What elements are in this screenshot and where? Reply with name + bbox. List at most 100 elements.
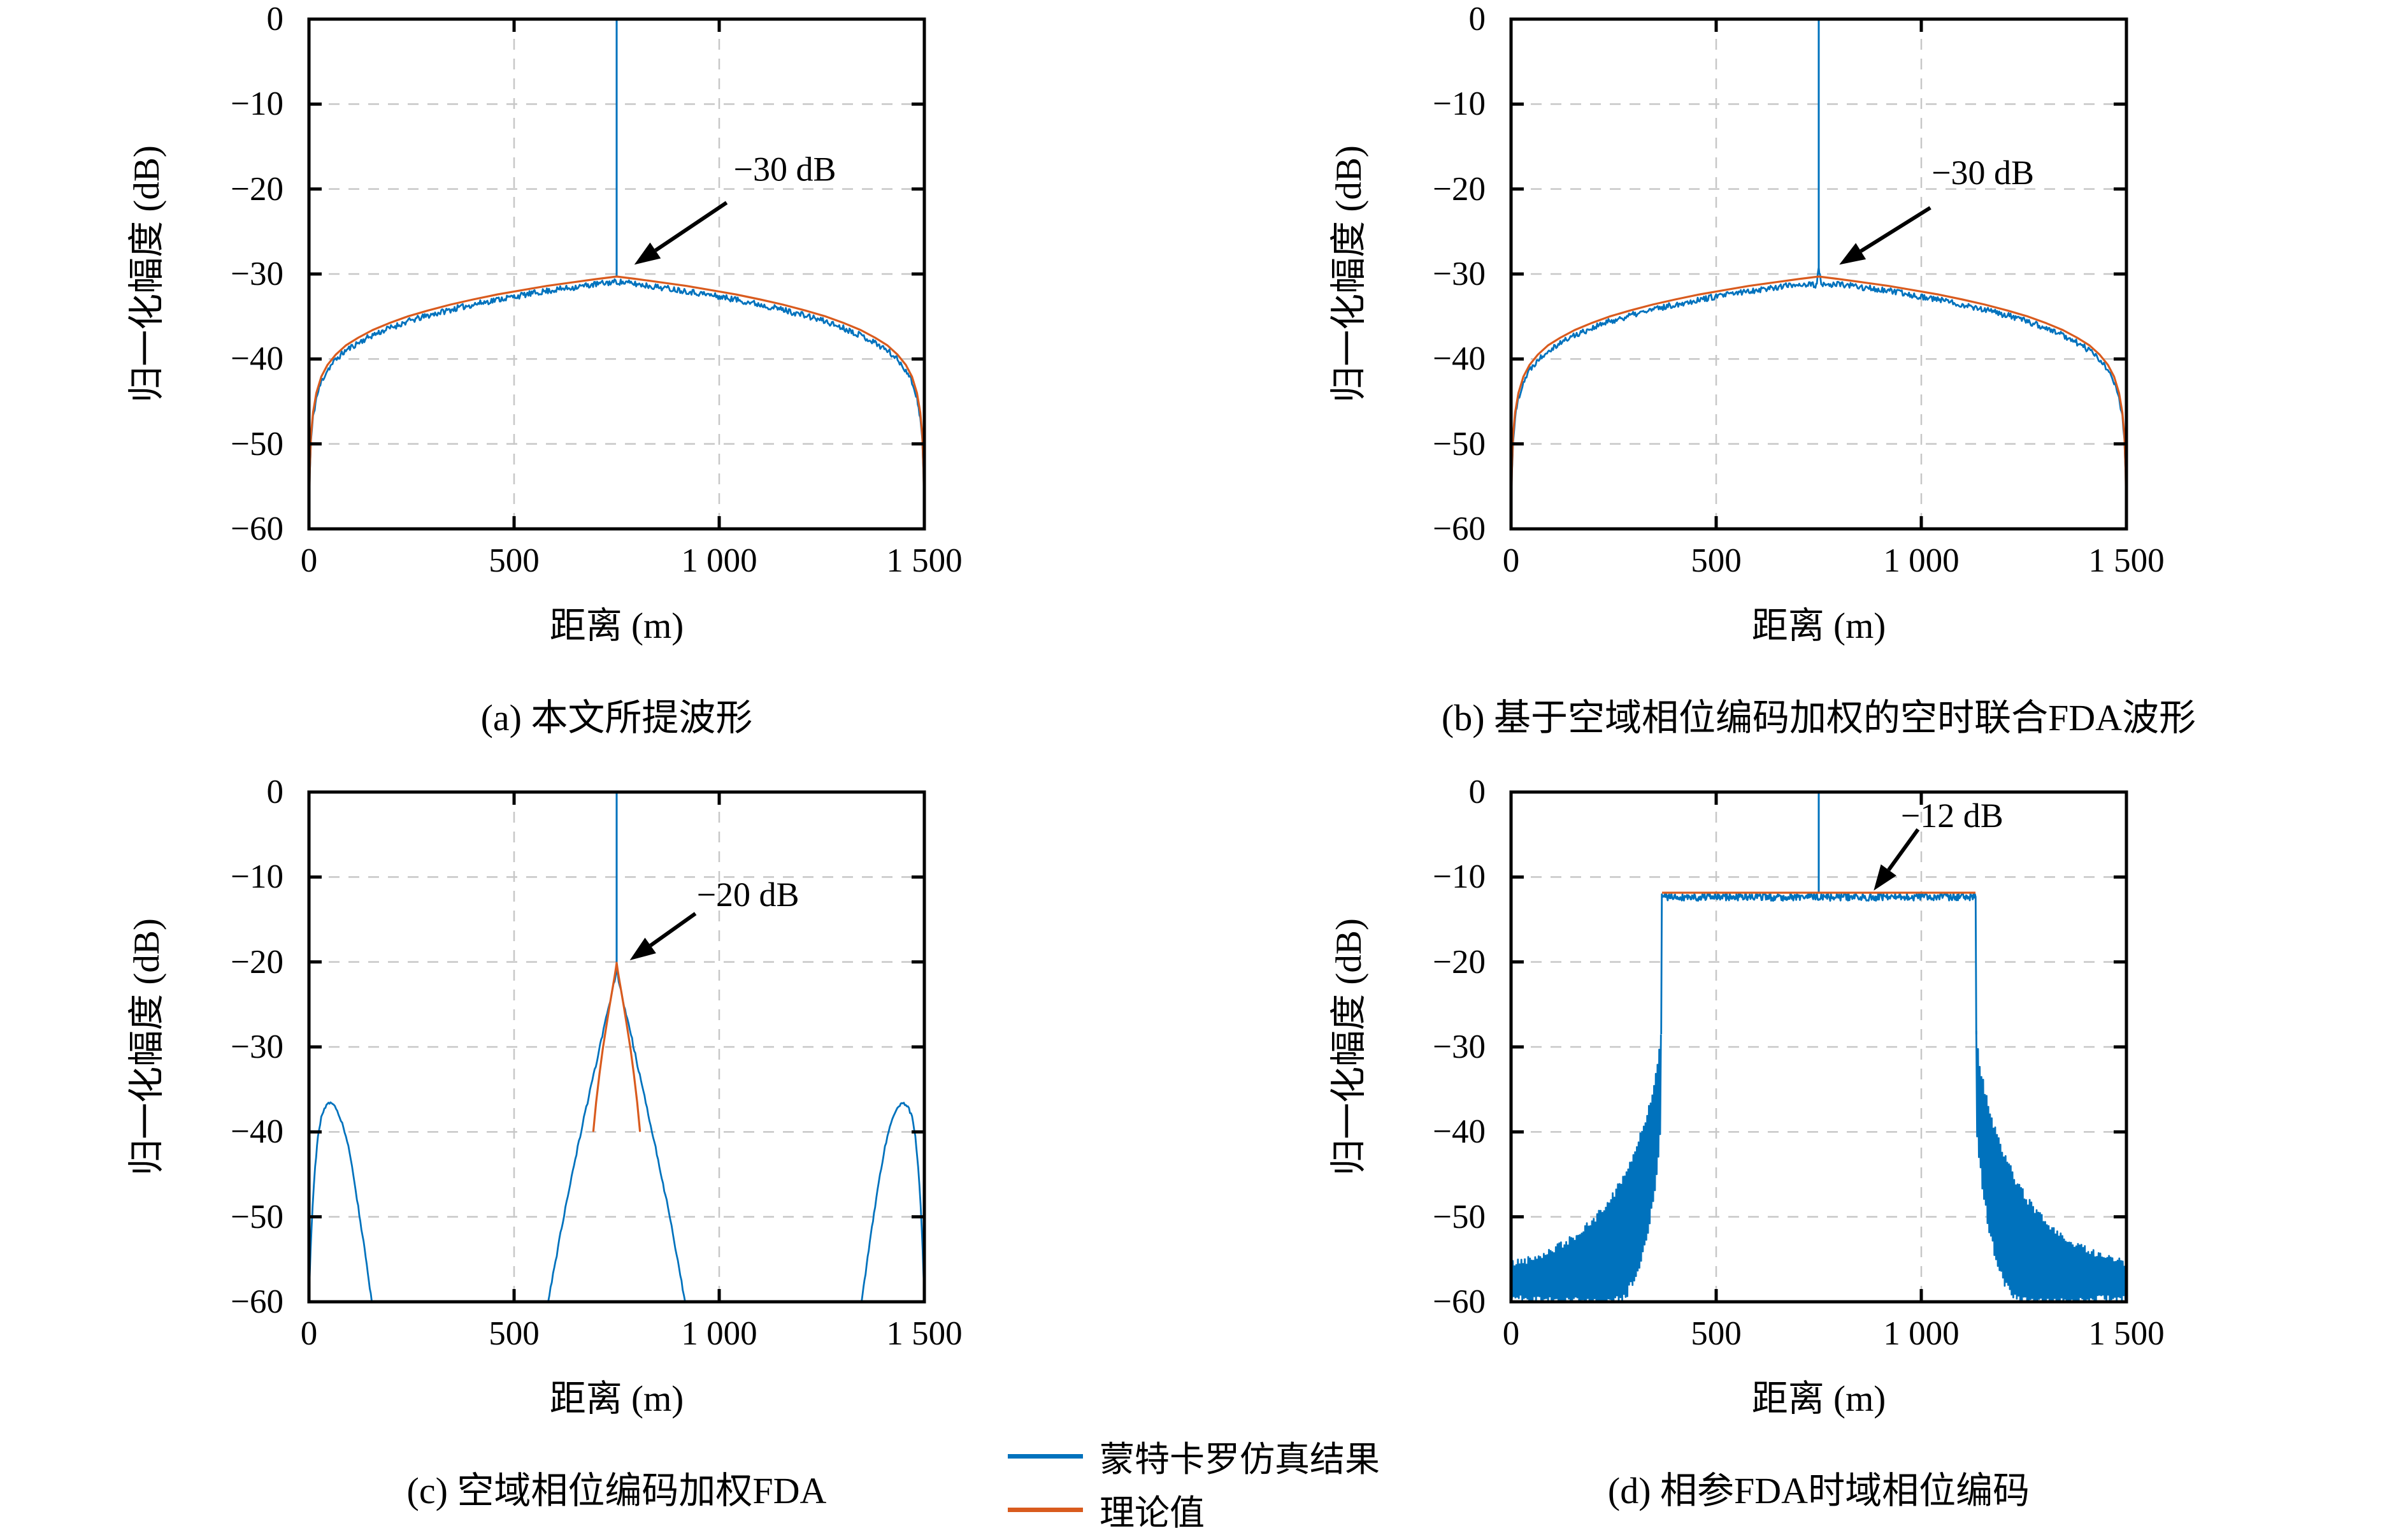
- panel-b: 归一化幅度 (dB) −30 dB 0 −10 −20 −30 −40 −50 −60 0 50…: [1279, 0, 2234, 755]
- y-tick-label: −40: [1433, 1113, 1486, 1151]
- series-simulation: [309, 278, 924, 529]
- y-tick-label: −50: [231, 425, 283, 463]
- y-tick-label: −60: [1433, 510, 1486, 547]
- series-simulation: [1975, 1030, 2126, 1302]
- annotation-arrow: [1839, 206, 1931, 265]
- y-tick-label: −10: [1433, 858, 1486, 896]
- plot-area-d: −12 dB 0 −10 −20 −30 −40 −50 −60 0 500 1 000 1 500: [1433, 774, 2165, 1352]
- plot-content: [309, 792, 924, 1302]
- y-tick-label: −10: [1433, 85, 1486, 123]
- axis-ticks: [307, 790, 926, 1304]
- series-simulation: [1511, 266, 2126, 529]
- x-tick-label: 1 000: [1883, 1315, 1960, 1352]
- y-tick-label: −10: [231, 858, 283, 896]
- x-tick-label: 1 500: [2088, 542, 2165, 579]
- annotation-arrow: [629, 912, 697, 960]
- plot-area-c: −20 dB 0 −10 −20 −30 −40 −50 −60 0 500 1 000 1 500: [231, 774, 963, 1352]
- x-tick-label: 0: [1502, 1315, 1520, 1352]
- legend-line-theory-icon: [1008, 1507, 1083, 1512]
- x-tick-label: 0: [1502, 542, 1520, 579]
- panel-d: 归一化幅度 (dB) −12 dB 0 −10 −20 −30 −40 −50 −60 0 50…: [1279, 773, 2234, 1528]
- plot-content: [309, 19, 924, 529]
- x-axis-label: 距离 (m): [1751, 606, 1886, 646]
- y-tick-label: −50: [1433, 1198, 1486, 1236]
- x-tick-label: 1 500: [886, 1315, 963, 1352]
- y-tick-label: −40: [231, 1113, 283, 1151]
- y-tick-label: −40: [231, 340, 283, 378]
- y-tick-label: −20: [1433, 943, 1486, 981]
- x-axis-label: 距离 (m): [1751, 1379, 1886, 1419]
- x-tick-label: 500: [489, 1315, 540, 1352]
- y-tick-label: −60: [231, 510, 283, 547]
- caption-d: (d) 相参FDA时域相位编码: [1607, 1470, 2030, 1511]
- y-tick-label: −30: [231, 256, 283, 292]
- panel-c: 归一化幅度 (dB) −20 dB 0 −10 −20 −30 −40 −50 −60 0 50…: [76, 773, 1032, 1528]
- y-tick-label: −20: [231, 170, 283, 208]
- plot-svg-d: −12 dB: [1509, 790, 2128, 1304]
- y-tick-label: −60: [231, 1283, 283, 1320]
- y-axis-label: 归一化幅度 (dB): [1329, 918, 1369, 1176]
- x-tick-label: 1 000: [681, 1315, 757, 1352]
- plot-content: [1511, 19, 2126, 529]
- series-simulation: [547, 969, 686, 1302]
- y-tick-label: −30: [1433, 256, 1486, 292]
- x-axis-label: 距离 (m): [549, 606, 684, 646]
- series-simulation: [1511, 1034, 1662, 1302]
- x-tick-label: 1 500: [886, 542, 963, 579]
- y-tick-label: −50: [1433, 425, 1486, 463]
- annotation-label: −30 dB: [734, 150, 836, 189]
- plot-svg-a: −30 dB: [307, 17, 926, 531]
- caption-b: (b) 基于空域相位编码加权的空时联合FDA波形: [1441, 697, 2197, 739]
- y-axis-label: 归一化幅度 (dB): [1329, 145, 1369, 403]
- axis-ticks: [1509, 17, 2128, 531]
- legend-label-theory: 理论值: [1100, 1494, 1205, 1528]
- x-tick-label: 0: [300, 542, 318, 579]
- plot-content: [1511, 792, 2126, 1302]
- x-tick-label: 500: [1691, 1315, 1742, 1352]
- legend-label-simulation: 蒙特卡罗仿真结果: [1100, 1440, 1380, 1479]
- y-tick-label: −40: [1433, 340, 1486, 378]
- y-axis-label: 归一化幅度 (dB): [127, 918, 167, 1176]
- y-tick-label: −60: [1433, 1283, 1486, 1320]
- axis-ticks: [1509, 790, 2128, 1304]
- y-tick-label: −30: [1433, 1028, 1486, 1065]
- y-tick-label: −20: [231, 943, 283, 981]
- caption-c: (c) 空域相位编码加权FDA: [406, 1470, 827, 1511]
- series-theory: [1511, 275, 2126, 525]
- y-tick-label: 0: [266, 1, 284, 38]
- y-tick-label: −20: [1433, 170, 1486, 208]
- y-tick-label: −10: [231, 85, 283, 123]
- x-tick-label: 500: [489, 542, 540, 579]
- series-simulation: [1660, 892, 1977, 1035]
- annotation-arrow: [1874, 828, 1920, 891]
- y-axis-label: 归一化幅度 (dB): [127, 145, 167, 403]
- plot-svg-b: −30 dB: [1509, 17, 2128, 531]
- caption-a: (a) 本文所提波形: [480, 697, 753, 739]
- annotation-arrow: [634, 201, 728, 265]
- annotation-label: −20 dB: [697, 876, 799, 914]
- x-tick-label: 0: [300, 1315, 318, 1352]
- y-tick-label: 0: [266, 774, 284, 811]
- plot-area-b: −30 dB 0 −10 −20 −30 −40 −50 −60 0 500 1 000 1 500: [1433, 1, 2165, 579]
- annotation-label: −12 dB: [1901, 796, 2003, 835]
- x-axis-label: 距离 (m): [549, 1379, 684, 1419]
- x-tick-label: 500: [1691, 542, 1742, 579]
- y-tick-label: −30: [231, 1028, 283, 1065]
- x-tick-label: 1 500: [2088, 1315, 2165, 1352]
- x-tick-label: 1 000: [681, 542, 757, 579]
- plot-svg-c: −20 dB: [307, 790, 926, 1304]
- plot-area-a: −30 dB 0 −10 −20 −30 −40 −50 −60 0 500 1 000 1 500: [231, 1, 963, 579]
- series-theory: [309, 275, 924, 525]
- axis-ticks: [307, 17, 926, 531]
- legend-line-simulation-icon: [1008, 1453, 1083, 1459]
- y-tick-label: 0: [1468, 1, 1486, 38]
- legend: 蒙特卡罗仿真结果 理论值: [1008, 1429, 1380, 1528]
- x-tick-label: 1 000: [1883, 542, 1960, 579]
- annotation-label: −30 dB: [1931, 154, 2034, 192]
- legend-item-simulation: 蒙特卡罗仿真结果: [1008, 1429, 1380, 1483]
- series-theory: [592, 962, 641, 1132]
- legend-item-theory: 理论值: [1008, 1483, 1380, 1528]
- panel-a: 归一化幅度 (dB) −30 dB 0 −10 −20 −30 −40 −50 −60 0 50…: [76, 0, 1032, 755]
- y-tick-label: 0: [1468, 774, 1486, 811]
